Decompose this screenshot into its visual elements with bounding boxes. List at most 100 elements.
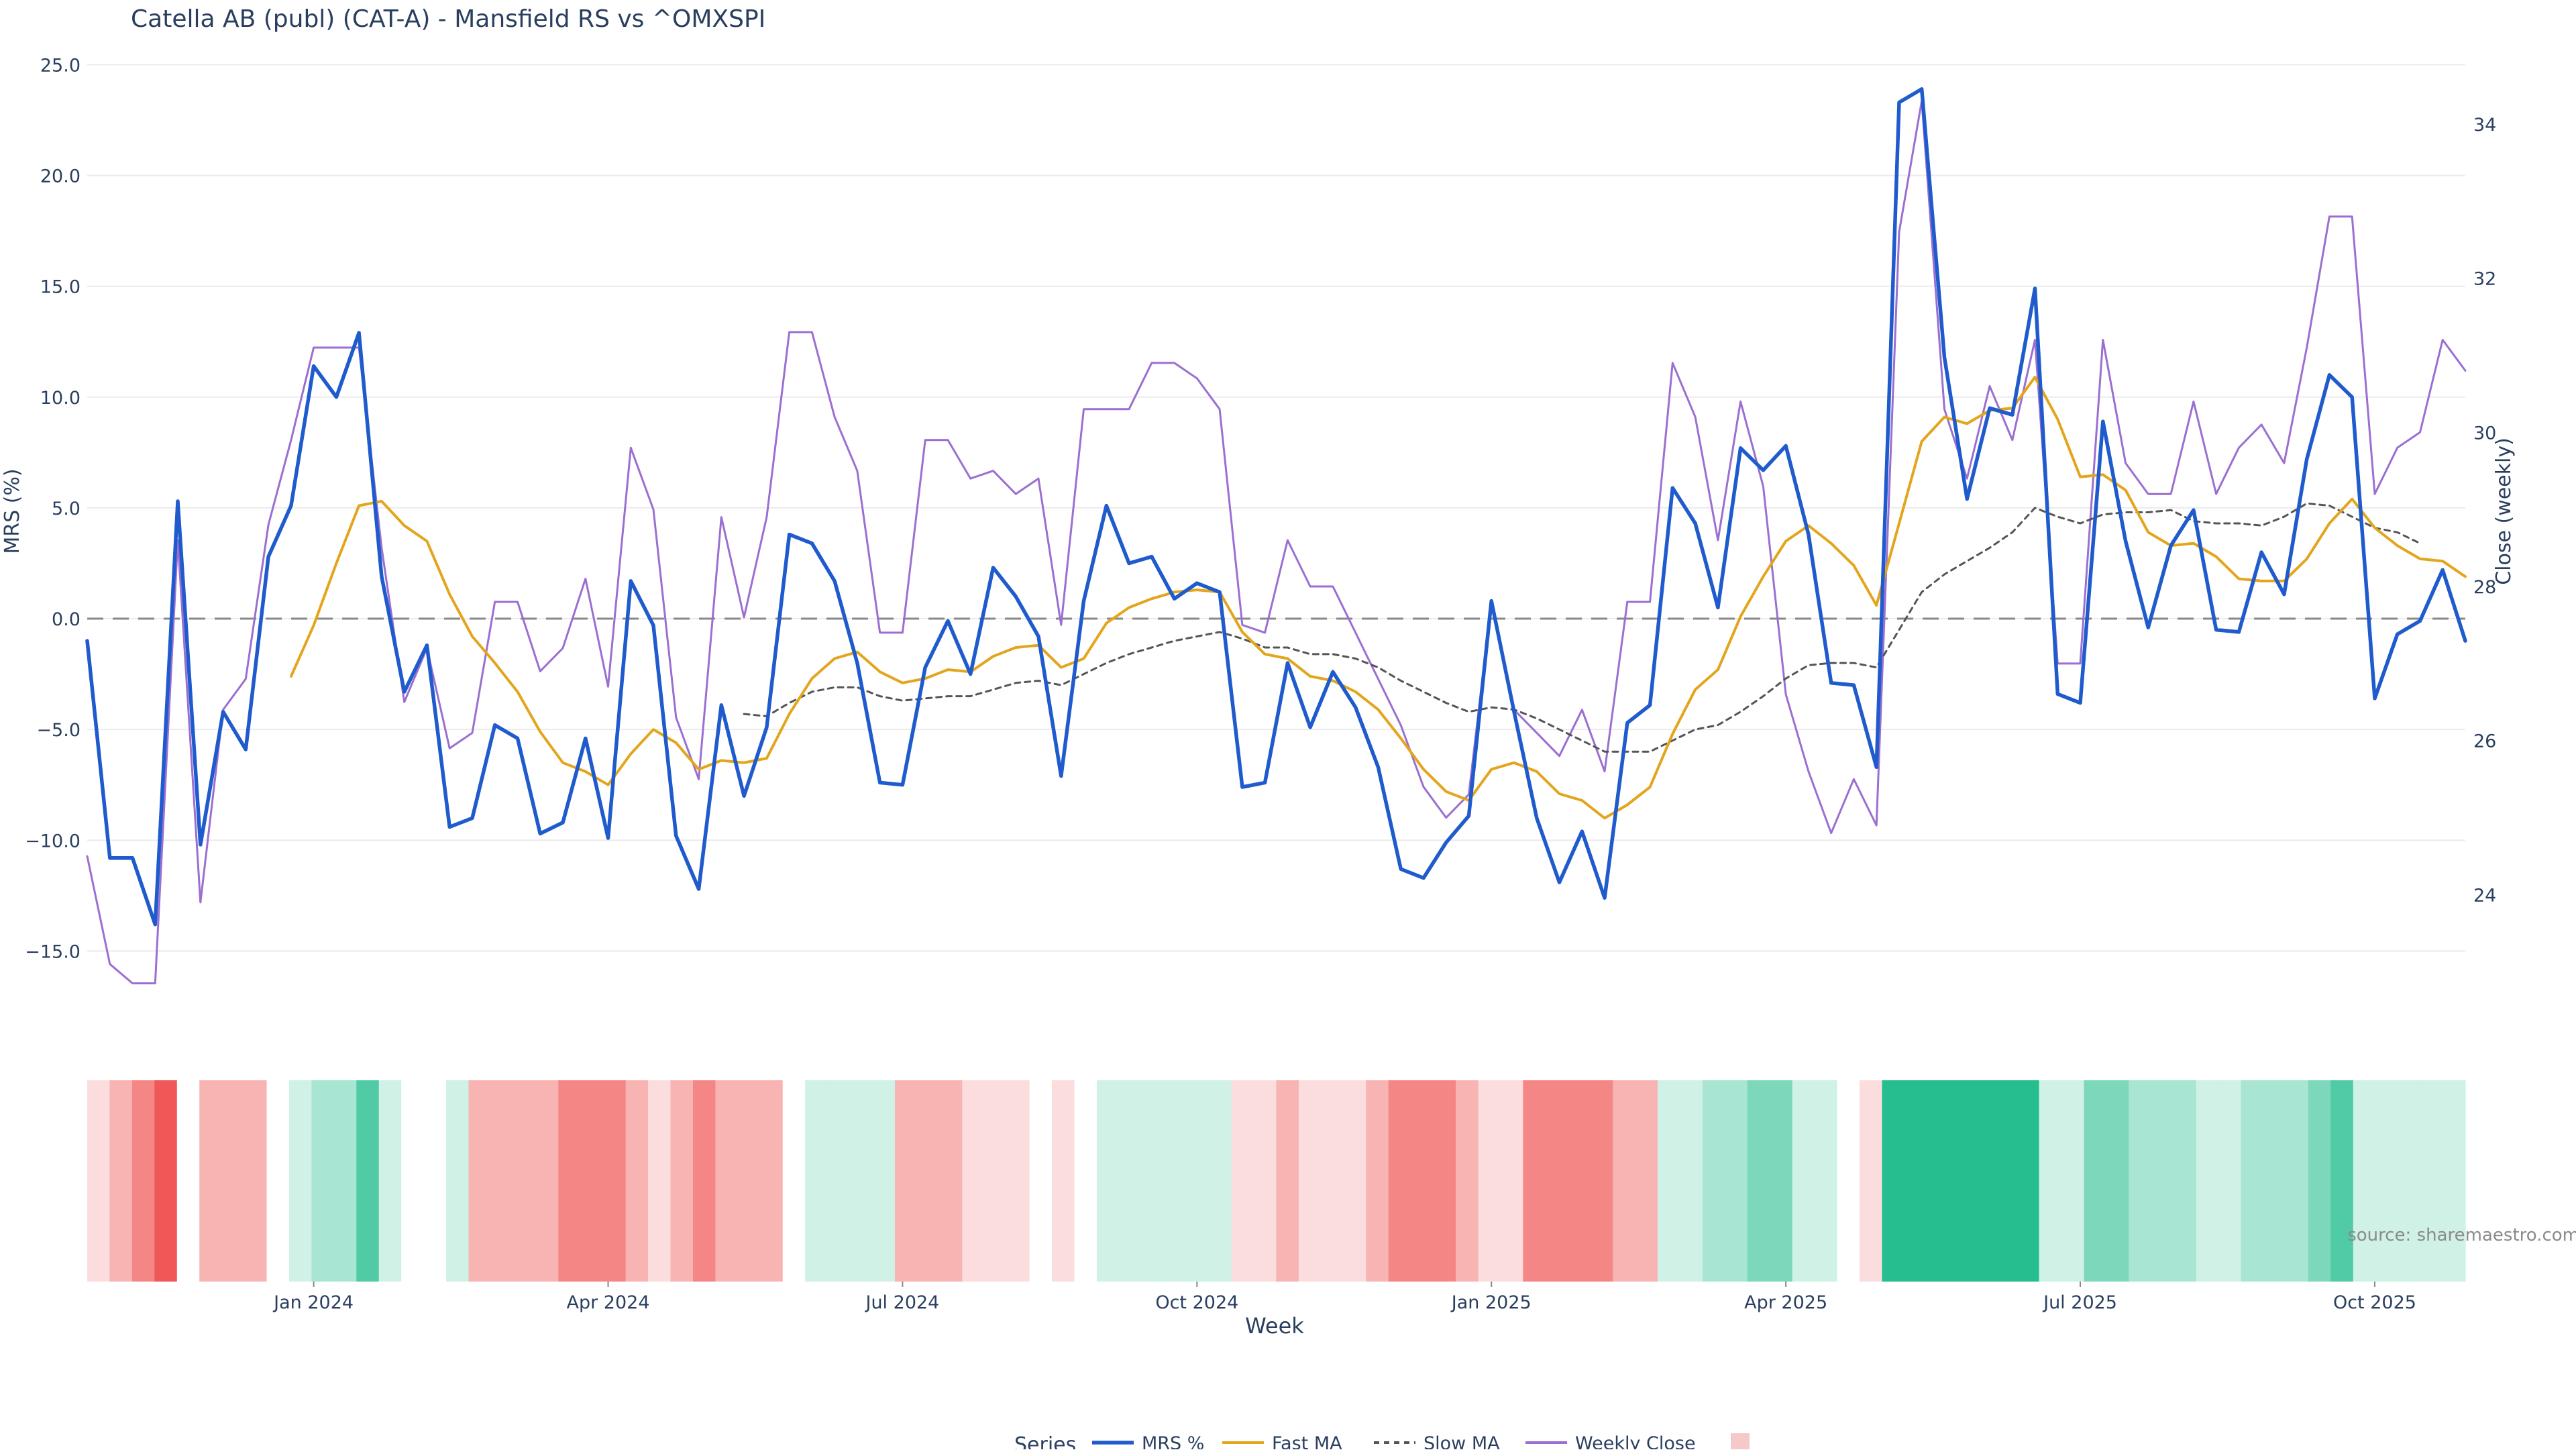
legend-label-0: MRS % (1142, 1433, 1204, 1449)
heatmap-cell (2174, 1080, 2197, 1282)
y-tick-label-3: 10.0 (40, 388, 80, 409)
heatmap-cell (1231, 1080, 1254, 1282)
heatmap-cell (2196, 1080, 2219, 1282)
heatmap-cell (1702, 1080, 1725, 1282)
x-tick-label-5: Apr 2025 (1744, 1292, 1827, 1313)
heatmap-cell (2263, 1080, 2287, 1282)
x-tick-label-4: Jan 2025 (1450, 1292, 1532, 1313)
heatmap-cell (1635, 1080, 1658, 1282)
heatmap-cell (468, 1080, 492, 1282)
series-line-mrs (85, 87, 2467, 927)
heatmap-cell (1972, 1080, 1995, 1282)
heatmap-cell (1456, 1080, 1479, 1282)
heatmap-cell (1882, 1080, 1905, 1282)
heatmap-cell (401, 1080, 425, 1282)
heatmap-cell (1388, 1080, 1411, 1282)
y-tick-label-4: 5.0 (52, 499, 80, 519)
heatmap-cell (1994, 1080, 2017, 1282)
y2-tick-label-5: 24 (2473, 885, 2496, 906)
heatmap-cell (1770, 1080, 1793, 1282)
heatmap-cell (1500, 1080, 1523, 1282)
heatmap-cell (244, 1080, 268, 1282)
heatmap-cell (625, 1080, 649, 1282)
heatmap-cell (603, 1080, 627, 1282)
y-tick-label-0: 25.0 (40, 55, 80, 76)
heatmap-cell (1298, 1080, 1322, 1282)
heatmap-cell (1949, 1080, 1972, 1282)
heatmap-cell (2443, 1080, 2466, 1282)
heatmap-cell (1680, 1080, 1703, 1282)
y-tick-label-2: 15.0 (40, 277, 80, 298)
heatmap-cell (311, 1080, 335, 1282)
heatmap-cell (1433, 1080, 1456, 1282)
y-axis-label: MRS (%) (1, 468, 24, 554)
legend-label-2: Slow MA (1424, 1433, 1500, 1449)
heatmap-cell (1141, 1080, 1165, 1282)
heatmap-cell (1366, 1080, 1389, 1282)
heatmap-cell (199, 1080, 223, 1282)
x-tick-label-7: Oct 2025 (2333, 1292, 2416, 1313)
heatmap-cell (939, 1080, 963, 1282)
y2-tick-label-3: 28 (2473, 577, 2496, 598)
heatmap-cell (2308, 1080, 2331, 1282)
legend-swatch-heatmap (1731, 1433, 1750, 1452)
heatmap-cell (1590, 1080, 1613, 1282)
heatmap-cell (1411, 1080, 1434, 1282)
heatmap-cell (1096, 1080, 1120, 1282)
heatmap-cell (266, 1080, 290, 1282)
heatmap-cell (715, 1080, 739, 1282)
heatmap-cell (1927, 1080, 1950, 1282)
heatmap-cell (962, 1080, 985, 1282)
heatmap-cell (648, 1080, 672, 1282)
grid-layer (87, 64, 2465, 952)
heatmap-cell (827, 1080, 851, 1282)
y-tick-label-6: −5.0 (36, 720, 80, 741)
heatmap-cell (333, 1080, 357, 1282)
heatmap-cell (2084, 1080, 2107, 1282)
heatmap-cell (872, 1080, 896, 1282)
y-tick-label-8: −15.0 (25, 941, 80, 962)
series-layer (85, 87, 2467, 984)
heatmap-cell (805, 1080, 828, 1282)
heatmap-cell (2330, 1080, 2354, 1282)
heatmap-cell (2375, 1080, 2399, 1282)
heatmap-cell (1725, 1080, 1748, 1282)
heatmap-cell (1254, 1080, 1277, 1282)
heatmap-cell (894, 1080, 918, 1282)
heatmap-cell (692, 1080, 716, 1282)
heatmap-strip (87, 1080, 2466, 1282)
heatmap-cell (288, 1080, 313, 1282)
x-tick-label-6: Jul 2025 (2042, 1292, 2117, 1313)
heatmap-cell (378, 1080, 402, 1282)
heatmap-cell (2129, 1080, 2152, 1282)
heatmap-cell (423, 1080, 447, 1282)
heatmap-cell (850, 1080, 873, 1282)
series-line-slow-ma (743, 502, 2421, 753)
heatmap-cell (917, 1080, 941, 1282)
heatmap-cell (1119, 1080, 1142, 1282)
x-tick-label-0: Jan 2024 (272, 1292, 354, 1313)
heatmap-cell (356, 1080, 380, 1282)
heatmap-cell (2218, 1080, 2242, 1282)
heatmap-cell (1029, 1080, 1053, 1282)
heatmap-cell (782, 1080, 806, 1282)
heatmap-cell (221, 1080, 245, 1282)
y2-axis-label: Close (weekly) (2492, 437, 2516, 585)
legend-label-1: Fast MA (1272, 1433, 1342, 1449)
heatmap-cell (1276, 1080, 1299, 1282)
x-tick-label-1: Apr 2024 (567, 1292, 650, 1313)
tick-layer: 25.0 20.0 15.0 10.0 5.0 0.0 −5.0 −10.0 −15.0 34 32… (25, 55, 2496, 1313)
heatmap-cell (1321, 1080, 1344, 1282)
legend-title: Series (1014, 1433, 1076, 1449)
heatmap-cell (1792, 1080, 1815, 1282)
heatmap-cell (2017, 1080, 2040, 1282)
source-note: source: sharemaestro.com (2347, 1225, 2576, 1245)
heatmap-cell (670, 1080, 694, 1282)
chart-title: Catella AB (publ) (CAT-A) - Mansfield RS… (131, 5, 765, 33)
heatmap-cell (1904, 1080, 1927, 1282)
heatmap-cell (2398, 1080, 2421, 1282)
heatmap-cell (737, 1080, 761, 1282)
heatmap-cell (176, 1080, 200, 1282)
heatmap-cell (1007, 1080, 1030, 1282)
